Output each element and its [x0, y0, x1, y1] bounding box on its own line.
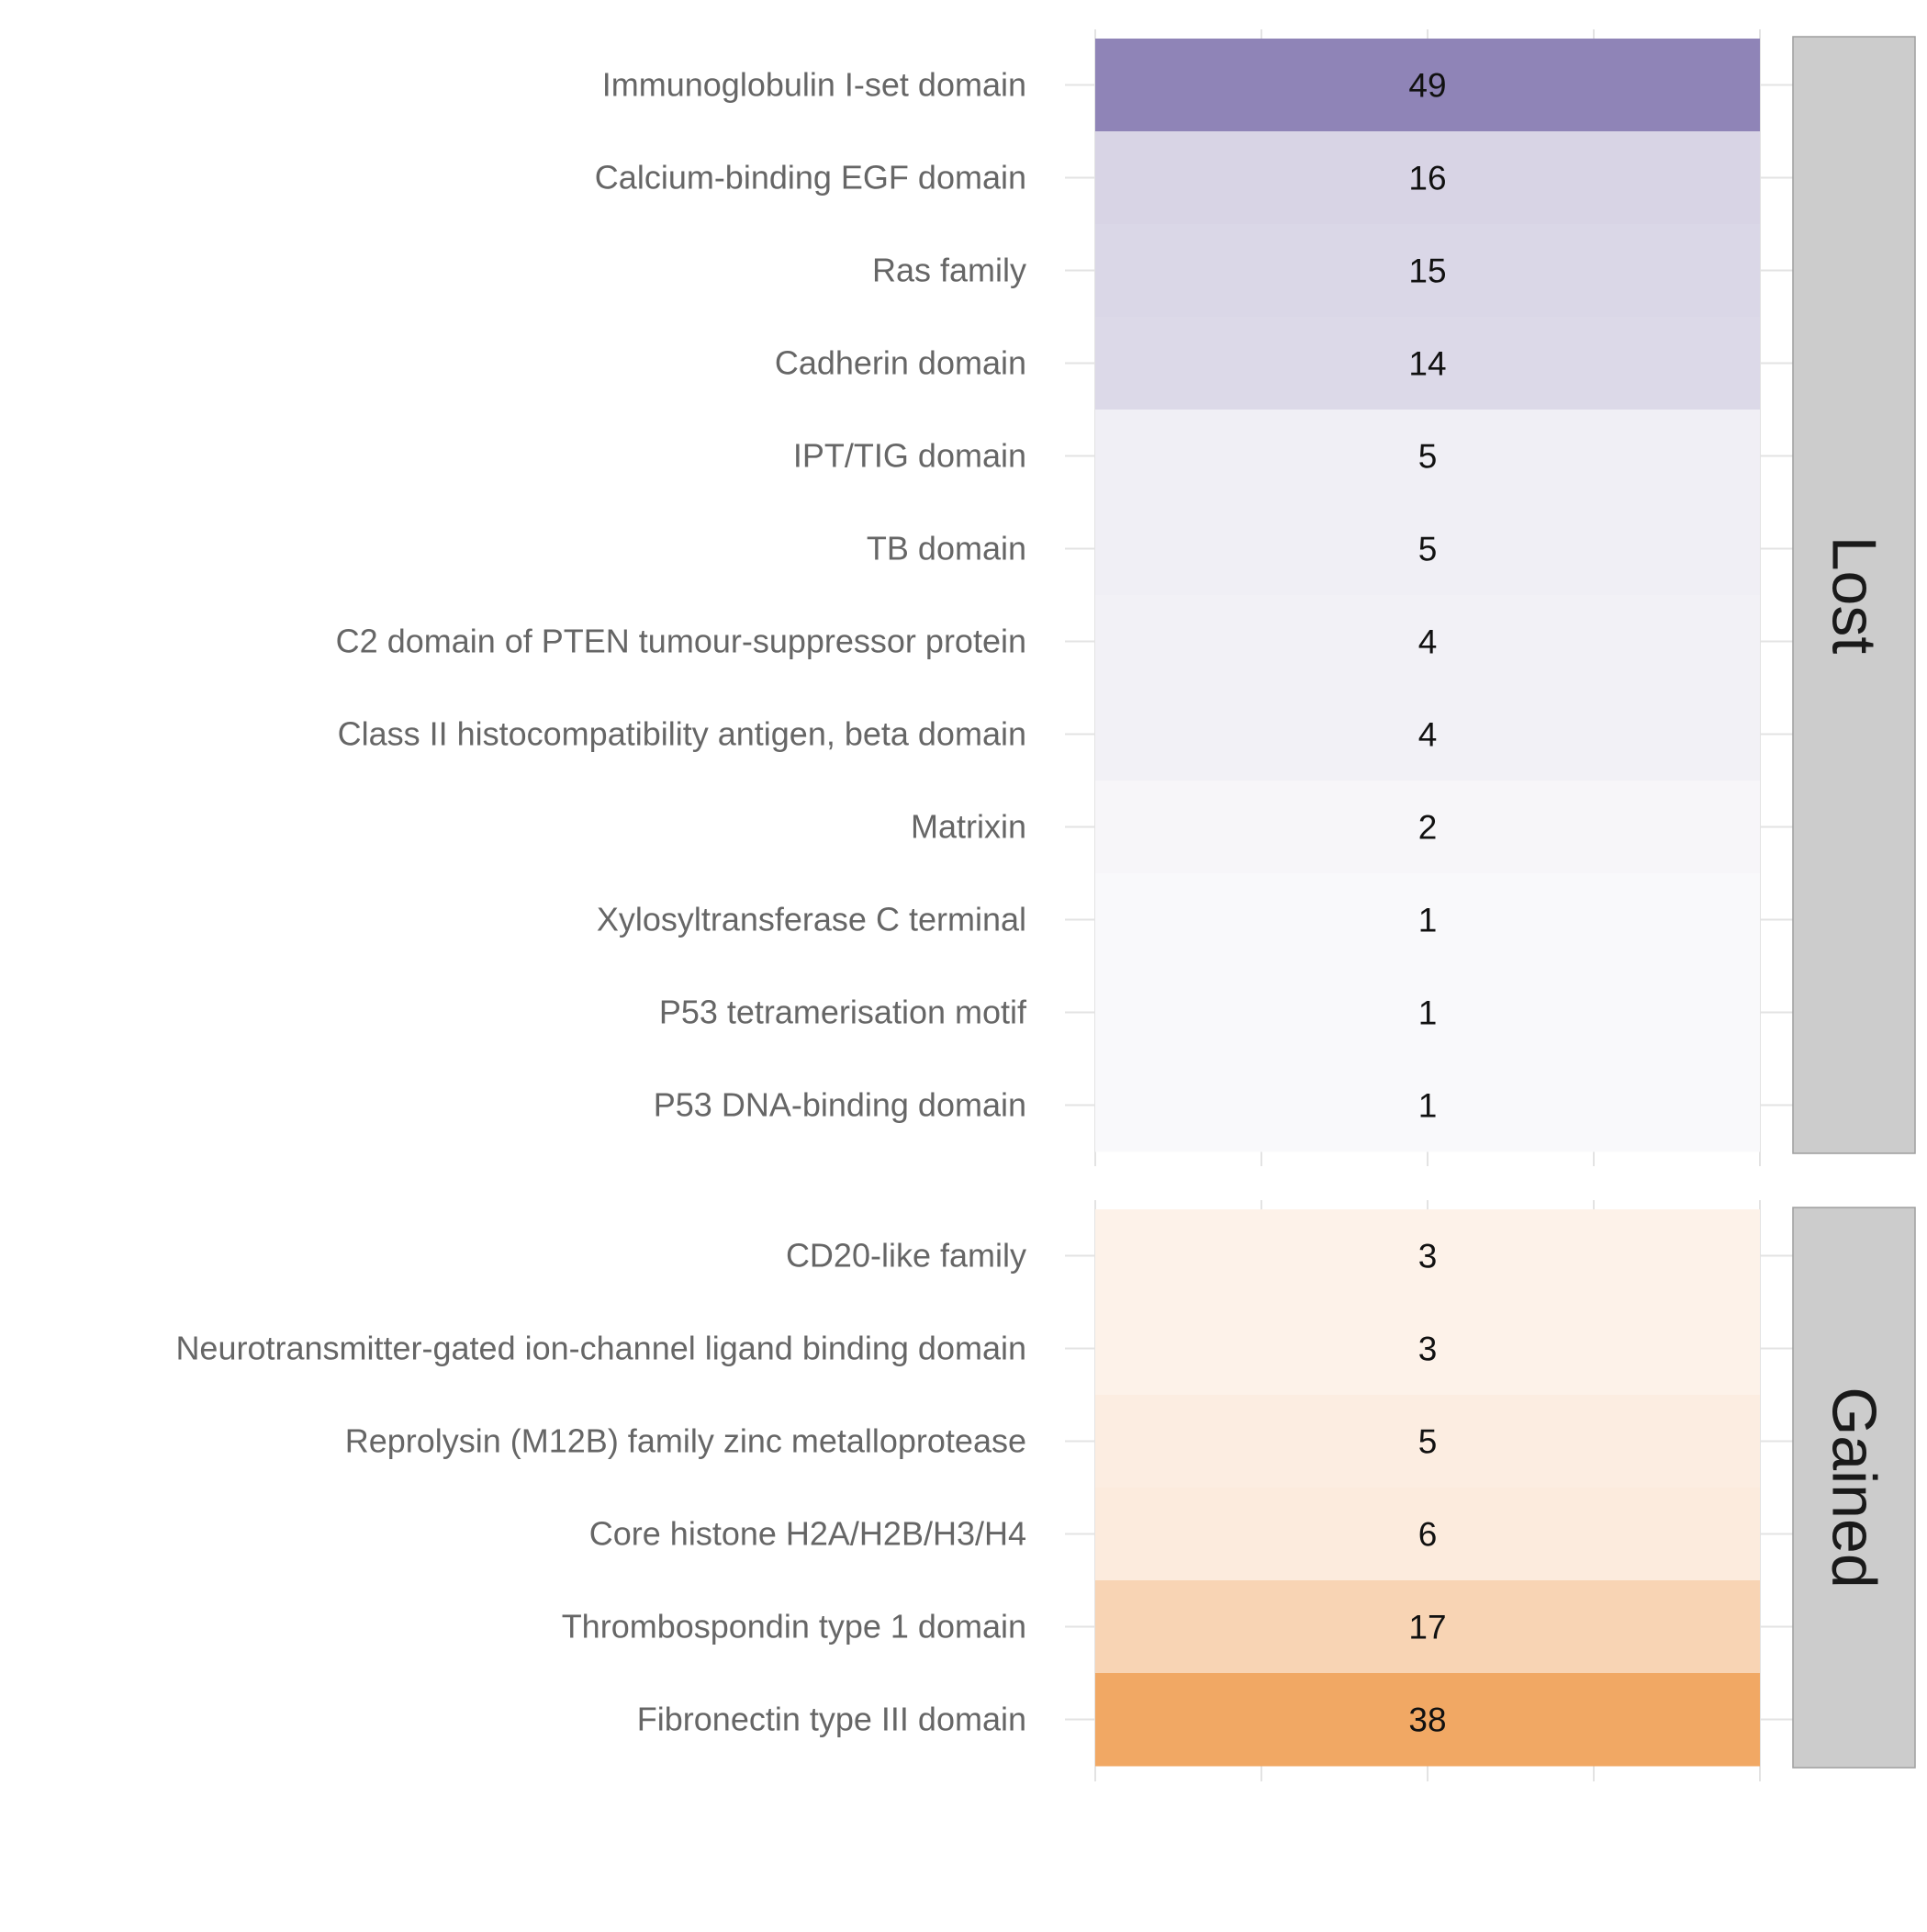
data-label: 14 [1408, 345, 1446, 383]
data-label: 3 [1418, 1331, 1438, 1368]
heatmap-tile [1095, 1302, 1760, 1396]
heatmap-tile [1095, 1673, 1760, 1767]
data-label: 1 [1418, 902, 1438, 939]
row-label: IPT/TIG domain [793, 437, 1026, 475]
data-label: 16 [1408, 160, 1446, 197]
row-label: Reprolysin (M12B) family zinc metallopro… [345, 1422, 1026, 1460]
data-label: 4 [1418, 716, 1438, 754]
data-label: 5 [1418, 438, 1438, 476]
row-label: Matrixin [911, 808, 1026, 846]
facet-panel-gained: CD20-like family 3 Neurotransmitter-gated … [175, 1200, 1916, 1781]
heatmap-tile [1095, 1580, 1760, 1674]
facet-strip-label: Gained [1820, 1387, 1889, 1588]
heatmap-tile [1095, 1395, 1760, 1488]
row-label: Immunoglobulin I-set domain [602, 66, 1026, 104]
heatmap-tile [1095, 873, 1760, 967]
heatmap-tile [1095, 1488, 1760, 1581]
row-label: C2 domain of PTEN tumour-suppressor prot… [336, 623, 1026, 660]
data-label: 6 [1418, 1516, 1438, 1554]
row-label: Xylosyltransferase C terminal [597, 901, 1026, 938]
row-label: Fibronectin type III domain [637, 1701, 1026, 1738]
row-label: Neurotransmitter-gated ion-channel ligan… [175, 1330, 1026, 1367]
facet-strip [1792, 1207, 1916, 1769]
data-label: 1 [1418, 1087, 1438, 1125]
data-label: 38 [1408, 1702, 1446, 1739]
data-label: 49 [1408, 67, 1446, 105]
row-label: Thrombospondin type 1 domain [562, 1608, 1026, 1646]
data-label: 17 [1408, 1609, 1446, 1646]
heatmap-tile [1095, 410, 1760, 503]
heatmap-tile [1095, 781, 1760, 874]
data-label: 4 [1418, 623, 1438, 661]
heatmap-tile [1095, 966, 1760, 1060]
data-label: 3 [1418, 1238, 1438, 1275]
row-label: Core histone H2A/H2B/H3/H4 [589, 1515, 1026, 1553]
heatmap-tile [1095, 224, 1760, 318]
row-label: Class II histocompatibility antigen, bet… [338, 715, 1026, 753]
row-label: Cadherin domain [775, 344, 1026, 382]
facet-panel-lost: Immunoglobulin I-set domain 49 Calcium-bin… [336, 29, 1916, 1166]
data-label: 15 [1408, 253, 1446, 290]
heatmap-tile [1095, 688, 1760, 781]
row-label: CD20-like family [786, 1237, 1026, 1275]
heatmap-tile [1095, 317, 1760, 410]
data-label: 1 [1418, 994, 1438, 1032]
row-label: P53 tetramerisation motif [659, 994, 1027, 1031]
heatmap-tile [1095, 1209, 1760, 1303]
heatmap-tile [1095, 131, 1760, 225]
facet-strip [1792, 36, 1916, 1154]
row-label: Ras family [872, 252, 1026, 289]
data-label: 5 [1418, 1423, 1438, 1461]
data-label: 2 [1418, 809, 1438, 847]
row-label: P53 DNA-binding domain [654, 1086, 1026, 1124]
heatmap-tile [1095, 1059, 1760, 1152]
heatmap-tile [1095, 502, 1760, 596]
row-label: TB domain [867, 530, 1026, 567]
heatmap-tile [1095, 39, 1760, 132]
heatmap-tile [1095, 595, 1760, 689]
row-label: Calcium-binding EGF domain [595, 159, 1026, 197]
facet-strip-label: Lost [1820, 536, 1889, 655]
data-label: 5 [1418, 531, 1438, 568]
